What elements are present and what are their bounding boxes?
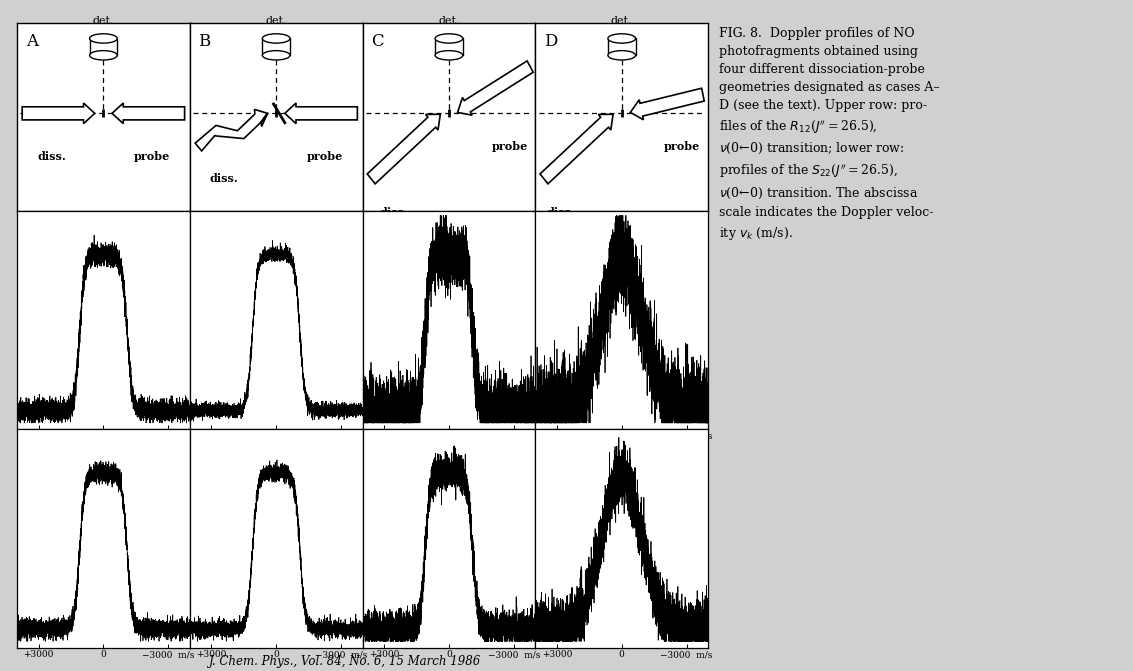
Polygon shape (458, 61, 534, 115)
Text: A: A (26, 33, 37, 50)
Text: probe: probe (134, 151, 170, 162)
Polygon shape (435, 38, 462, 55)
Text: det.: det. (265, 16, 287, 26)
Polygon shape (540, 114, 613, 184)
Text: FIG. 8.  Doppler profiles of NO
photofragments obtained using
four different dis: FIG. 8. Doppler profiles of NO photofrag… (719, 27, 940, 242)
Ellipse shape (608, 50, 636, 60)
Ellipse shape (608, 34, 636, 43)
Text: B: B (198, 33, 211, 50)
Polygon shape (263, 38, 290, 55)
Ellipse shape (263, 34, 290, 43)
Polygon shape (367, 114, 441, 184)
Polygon shape (608, 38, 636, 55)
Text: det.: det. (611, 16, 632, 26)
Polygon shape (284, 103, 357, 123)
Text: diss.: diss. (380, 207, 408, 218)
Ellipse shape (263, 50, 290, 60)
Ellipse shape (90, 34, 117, 43)
Text: probe: probe (306, 151, 342, 162)
Text: J. Chem. Phys., Vol. 84, No. 6, 15 March 1986: J. Chem. Phys., Vol. 84, No. 6, 15 March… (210, 655, 482, 668)
Polygon shape (630, 88, 705, 119)
Ellipse shape (435, 34, 462, 43)
Text: probe: probe (492, 142, 528, 152)
Text: det.: det. (93, 16, 114, 26)
Text: diss.: diss. (547, 207, 576, 218)
Polygon shape (23, 103, 95, 123)
Text: D: D (544, 33, 557, 50)
Polygon shape (90, 38, 117, 55)
Polygon shape (112, 103, 185, 123)
Text: diss.: diss. (210, 173, 239, 185)
Text: probe: probe (664, 142, 700, 152)
Text: det.: det. (438, 16, 460, 26)
Polygon shape (195, 109, 267, 151)
Text: diss.: diss. (37, 151, 66, 162)
Ellipse shape (435, 50, 462, 60)
Ellipse shape (90, 50, 117, 60)
Text: C: C (372, 33, 384, 50)
